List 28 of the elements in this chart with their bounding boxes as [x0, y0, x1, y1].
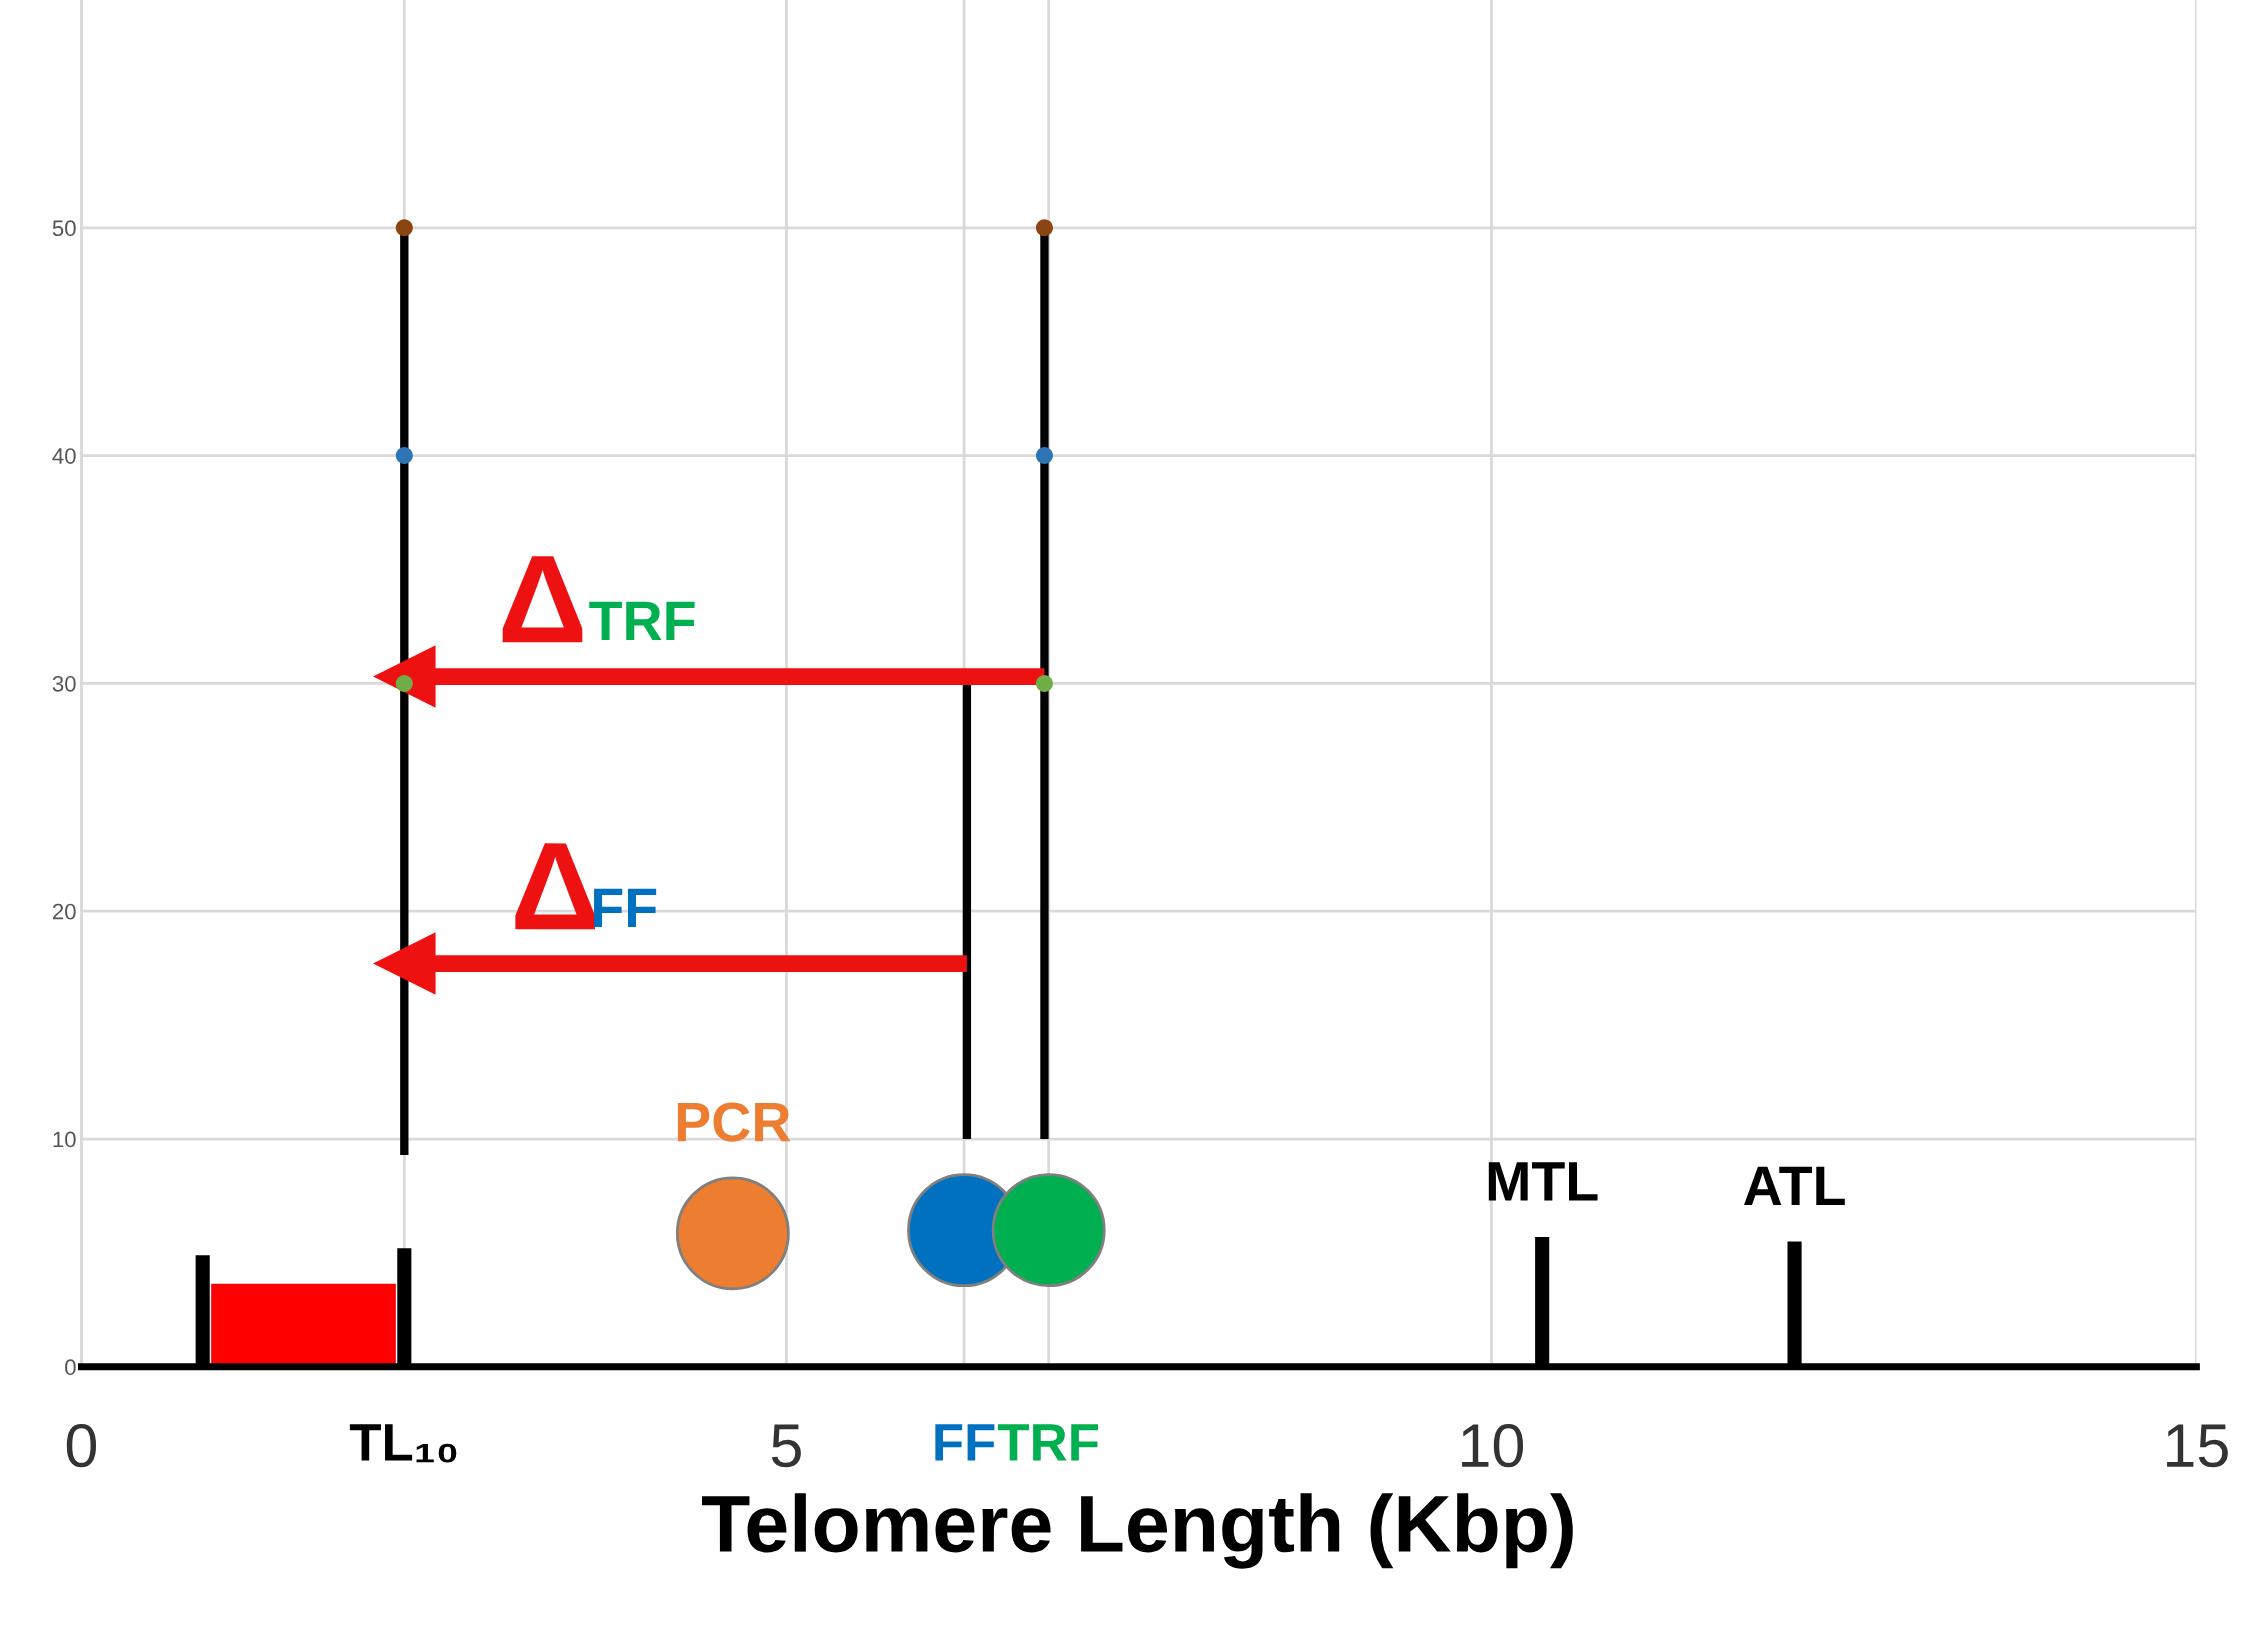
y-tick-label: 50: [52, 220, 76, 237]
x-tick-label: 5: [771, 1424, 801, 1468]
annotation: MTL: [1488, 1162, 1598, 1201]
point: [675, 1176, 790, 1291]
y-tick-label: 10: [53, 1131, 76, 1148]
x-tick-label: FF: [935, 1424, 995, 1461]
annotation: ATL: [1743, 1166, 1845, 1205]
point: [1035, 674, 1053, 692]
point: [395, 219, 413, 237]
y-tick-label: 40: [52, 448, 76, 464]
y-tick-label: 0: [65, 1359, 76, 1376]
annotation: Δ: [515, 843, 595, 930]
point: [395, 447, 413, 465]
point: [1035, 447, 1053, 465]
point: [1035, 219, 1053, 237]
annotation: Δ: [502, 556, 583, 643]
annotation: PCR: [677, 1102, 791, 1142]
x-tick-label: 15: [2167, 1424, 2228, 1468]
point: [991, 1173, 1106, 1288]
annotation: FF: [594, 888, 657, 928]
x-tick-label: TRF: [997, 1424, 1099, 1461]
point: [373, 932, 436, 995]
y-tick-label: 20: [52, 903, 76, 920]
x-tick-label: 10: [1462, 1423, 1524, 1468]
x-tick-label: TL₁₀: [349, 1424, 457, 1463]
y-tick-label: 30: [52, 675, 76, 692]
x-axis-title: Telomere Length (Kbp): [702, 1493, 1573, 1569]
annotation: TRF: [589, 601, 695, 641]
